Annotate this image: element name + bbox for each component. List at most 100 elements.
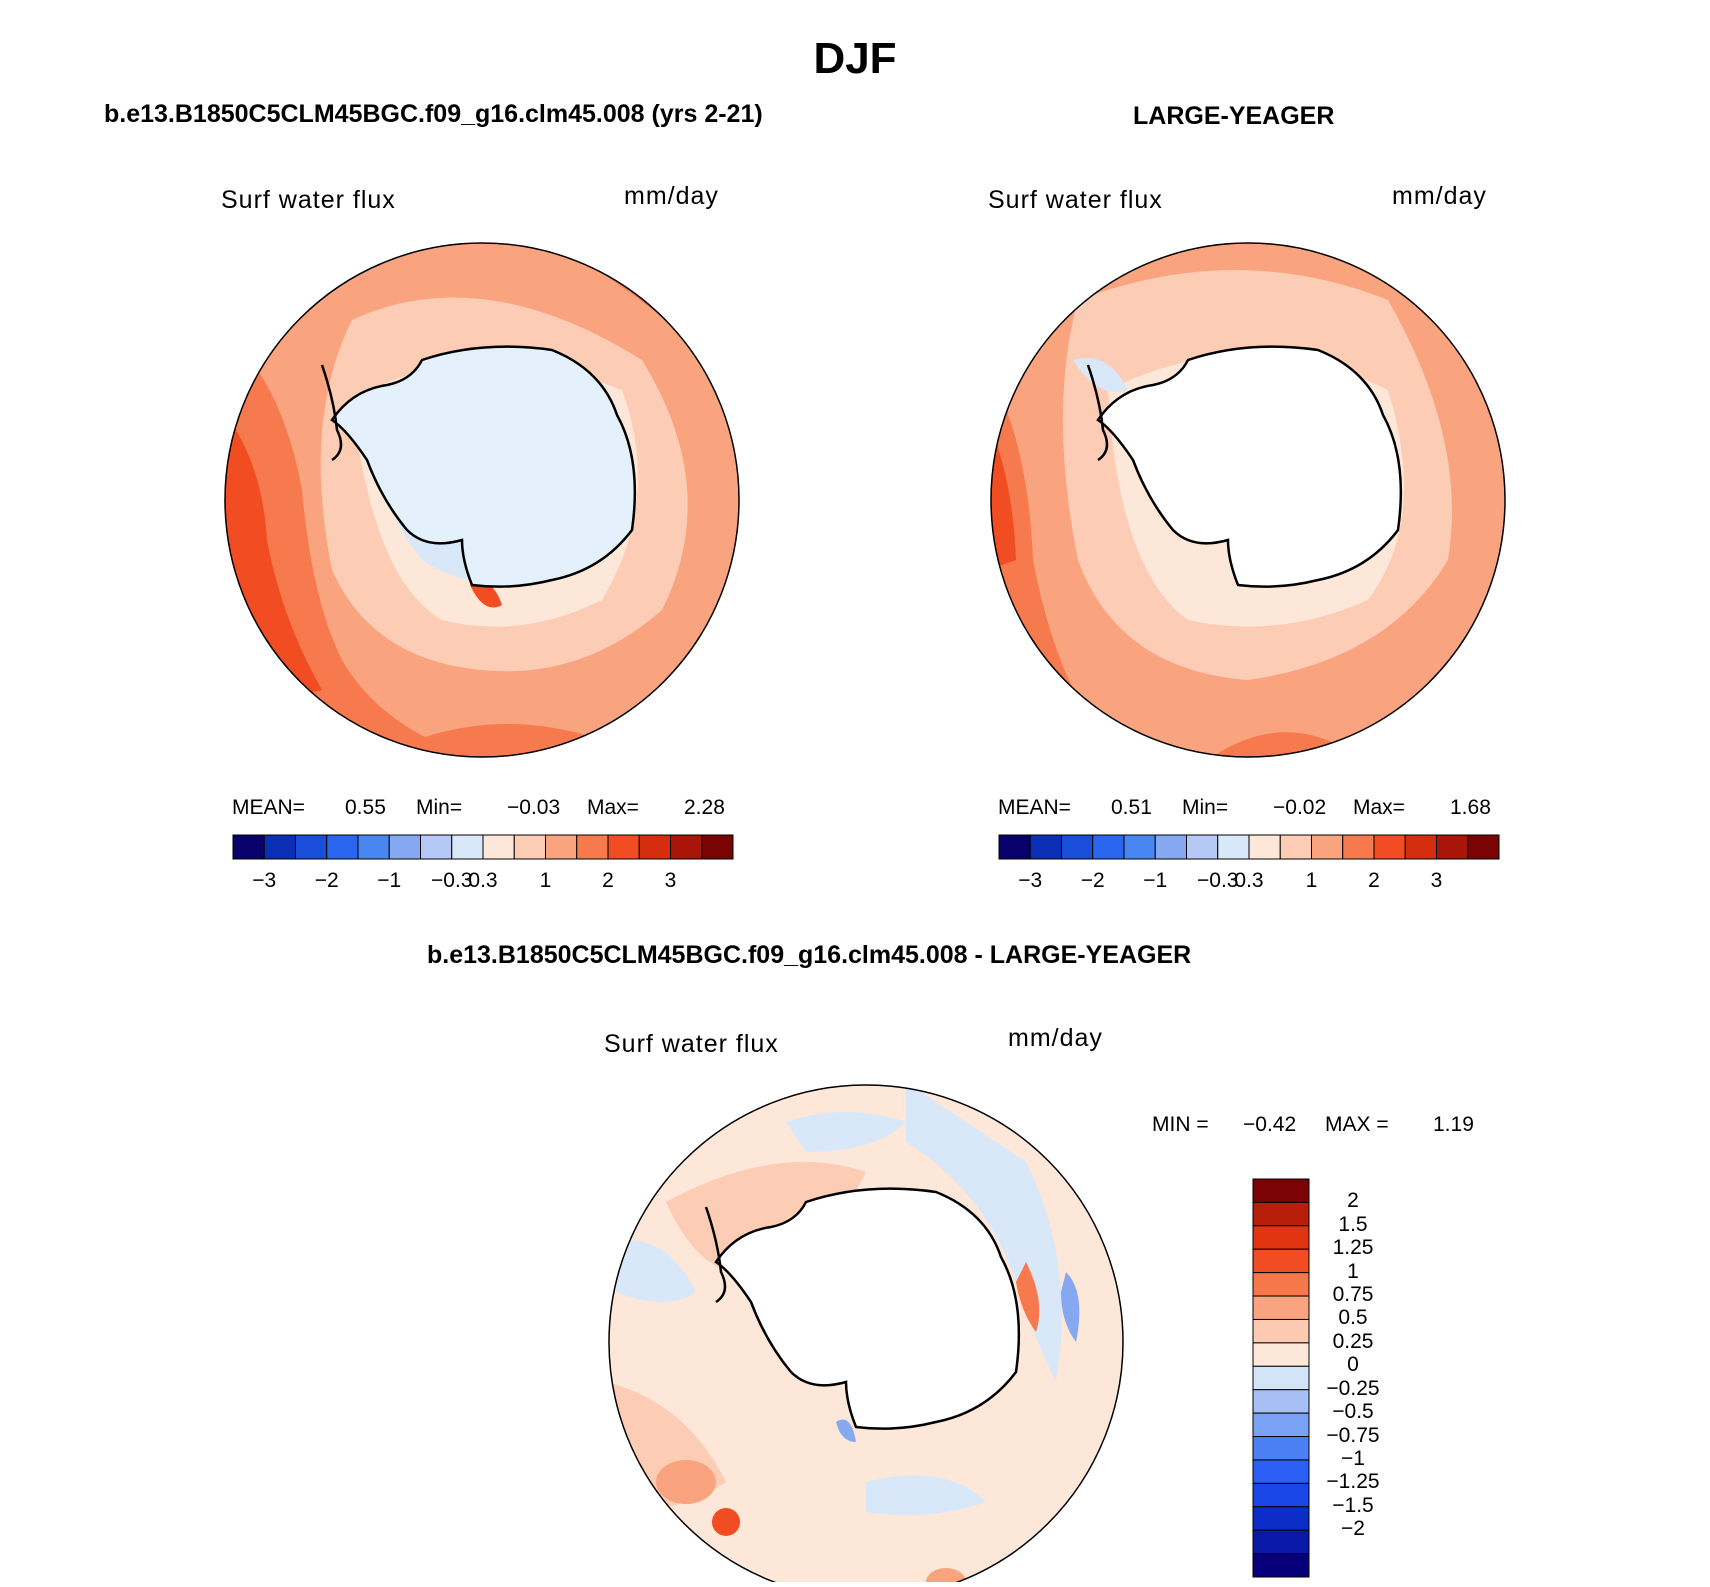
panel-3-colorbar-swatch — [1252, 1553, 1310, 1578]
panel-1-colorbar-tick-label: 3 — [664, 869, 677, 892]
panel-3-colorbar-swatch — [1252, 1436, 1310, 1461]
panel-3-max-label: MAX = — [1325, 1113, 1389, 1136]
panel-3-colorbar-swatch — [1252, 1529, 1310, 1555]
panel-1-colorbar-swatch — [513, 834, 546, 860]
panel-3-colorbar-tick-label: 0.5 — [1338, 1306, 1368, 1330]
panel-2-colorbar-swatch — [1279, 834, 1312, 860]
panel-3-colorbar-swatch — [1252, 1412, 1310, 1438]
panel-1-colorbar-swatch — [451, 834, 484, 860]
panel-2-colorbar-swatch — [1061, 834, 1094, 860]
panel-3-colorbar-tick-label: 1 — [1347, 1259, 1359, 1283]
panel-1-colorbar-swatch — [545, 834, 578, 860]
panel-2-units: mm/day — [1392, 182, 1487, 210]
panel-1-colorbar-swatch — [420, 834, 453, 860]
panel-3-colorbar-tick-label: −1.25 — [1326, 1470, 1380, 1494]
panel-2-colorbar-tick-label: 3 — [1430, 869, 1443, 892]
panel-1-mean-label: MEAN= — [232, 796, 305, 819]
panel-3-colorbar-tick-label: −1 — [1341, 1446, 1365, 1470]
panel-3-colorbar-swatch — [1252, 1482, 1310, 1508]
panel-1-max-value: 2.28 — [684, 796, 725, 819]
panel-3-colorbar-swatch — [1252, 1342, 1310, 1367]
panel-1-colorbar-swatch — [388, 834, 421, 860]
panel-3-colorbar-swatch — [1252, 1248, 1310, 1274]
panel-1-colorbar — [232, 834, 734, 860]
panel-2-colorbar-swatch — [1123, 834, 1156, 860]
panel-2-mean-label: MEAN= — [998, 796, 1071, 819]
panel-2-colorbar-tick-label: 1 — [1305, 869, 1318, 892]
panel-2-map — [990, 242, 1506, 758]
panel-3-colorbar-swatch — [1252, 1178, 1310, 1203]
panel-1-colorbar-tick-label: −0.3 — [431, 869, 473, 892]
panel-1-colorbar-swatch — [670, 834, 703, 860]
panel-3-colorbar-tick-label: 2 — [1347, 1189, 1359, 1213]
panel-1-colorbar-swatch — [607, 834, 640, 860]
panel-3-title: b.e13.B1850C5CLM45BGC.f09_g16.clm45.008 … — [427, 941, 1192, 969]
panel-3-colorbar-swatch — [1252, 1506, 1310, 1531]
panel-1-mean-value: 0.55 — [345, 796, 386, 819]
panel-3-colorbar-swatch — [1252, 1318, 1310, 1344]
panel-3-colorbar-swatch — [1252, 1201, 1310, 1227]
panel-2-colorbar-tick-label: 0.3 — [1234, 869, 1264, 892]
panel-2-max-value: 1.68 — [1450, 796, 1491, 819]
panel-1-colorbar-tick-label: −2 — [314, 869, 339, 892]
panel-3-colorbar-tick-label: 1.5 — [1338, 1212, 1368, 1236]
panel-3-colorbar-tick-label: 0.75 — [1332, 1283, 1374, 1307]
panel-2-title: LARGE-YEAGER — [1133, 102, 1335, 130]
panel-2-colorbar-swatch — [1311, 834, 1344, 860]
panel-2-colorbar-swatch — [1029, 834, 1062, 860]
panel-2-colorbar-swatch — [1092, 834, 1125, 860]
panel-3-min-label: MIN = — [1152, 1113, 1209, 1136]
panel-2-colorbar-swatch — [1248, 834, 1281, 860]
panel-2-max-label: Max= — [1353, 796, 1405, 819]
panel-2-colorbar-swatch — [998, 834, 1031, 860]
panel-2-colorbar-tick-label: 2 — [1368, 869, 1380, 892]
panel-3-colorbar-swatch — [1252, 1225, 1310, 1250]
panel-3-colorbar-tick-label: 0.25 — [1332, 1329, 1374, 1353]
panel-2-colorbar-swatch — [1467, 834, 1500, 860]
panel-2-colorbar-tick-label: −0.3 — [1197, 869, 1239, 892]
panel-2-colorbar-swatch — [1217, 834, 1250, 860]
panel-3-colorbar-tick-label: 1.25 — [1332, 1236, 1374, 1260]
panel-1-colorbar-swatch — [638, 834, 671, 860]
panel-2-colorbar-swatch — [1404, 834, 1437, 860]
panel-3-colorbar-tick-label: −0.75 — [1326, 1423, 1380, 1447]
panel-2-min-value: −0.02 — [1273, 796, 1327, 819]
panel-1-colorbar-tick-label: 2 — [602, 869, 614, 892]
panel-3-min-value: −0.42 — [1243, 1113, 1297, 1136]
panel-3-colorbar-tick-label: −0.25 — [1326, 1376, 1380, 1400]
panel-1-colorbar-swatch — [295, 834, 328, 860]
panel-2-colorbar-swatch — [1373, 834, 1406, 860]
panel-1-colorbar-swatch — [232, 834, 265, 860]
panel-1-colorbar-tick-label: −1 — [377, 869, 402, 892]
panel-1-colorbar-swatch — [357, 834, 390, 860]
panel-1-colorbar-tick-label: 1 — [539, 869, 552, 892]
panel-3-colorbar-tick-label: −1.5 — [1332, 1493, 1374, 1517]
panel-2-colorbar-tick-label: −1 — [1143, 869, 1168, 892]
panel-2-colorbar-tick-label: −2 — [1080, 869, 1105, 892]
panel-1-colorbar-swatch — [326, 834, 359, 860]
panel-1-colorbar-tick-label: 0.3 — [468, 869, 498, 892]
panel-2-mean-value: 0.51 — [1111, 796, 1152, 819]
panel-1-max-label: Max= — [587, 796, 639, 819]
panel-3-colorbar-tick-label: 0 — [1347, 1353, 1359, 1377]
panel-3-colorbar-tick-label: −0.5 — [1332, 1400, 1374, 1424]
panel-1-variable: Surf water flux — [221, 186, 396, 214]
panel-2-colorbar-swatch — [1186, 834, 1219, 860]
panel-1-units: mm/day — [624, 182, 719, 210]
panel-3-colorbar-swatch — [1252, 1365, 1310, 1391]
panel-3-units: mm/day — [1008, 1024, 1103, 1052]
panel-1-colorbar-swatch — [482, 834, 515, 860]
panel-2-colorbar-swatch — [1342, 834, 1375, 860]
panel-3-colorbar-swatch — [1252, 1389, 1310, 1414]
panel-1-map — [224, 242, 740, 758]
panel-1-colorbar-swatch — [263, 834, 296, 860]
panel-3-variable: Surf water flux — [604, 1030, 779, 1058]
panel-3-colorbar-swatch — [1252, 1272, 1310, 1297]
panel-1-colorbar-tick-label: −3 — [252, 869, 277, 892]
panel-2-colorbar-swatch — [1436, 834, 1469, 860]
panel-3-colorbar — [1252, 1178, 1310, 1578]
panel-2-variable: Surf water flux — [988, 186, 1163, 214]
panel-3-colorbar-tick-label: −2 — [1341, 1517, 1365, 1541]
panel-2-colorbar-swatch — [1154, 834, 1187, 860]
panel-3-colorbar-swatch — [1252, 1295, 1310, 1320]
